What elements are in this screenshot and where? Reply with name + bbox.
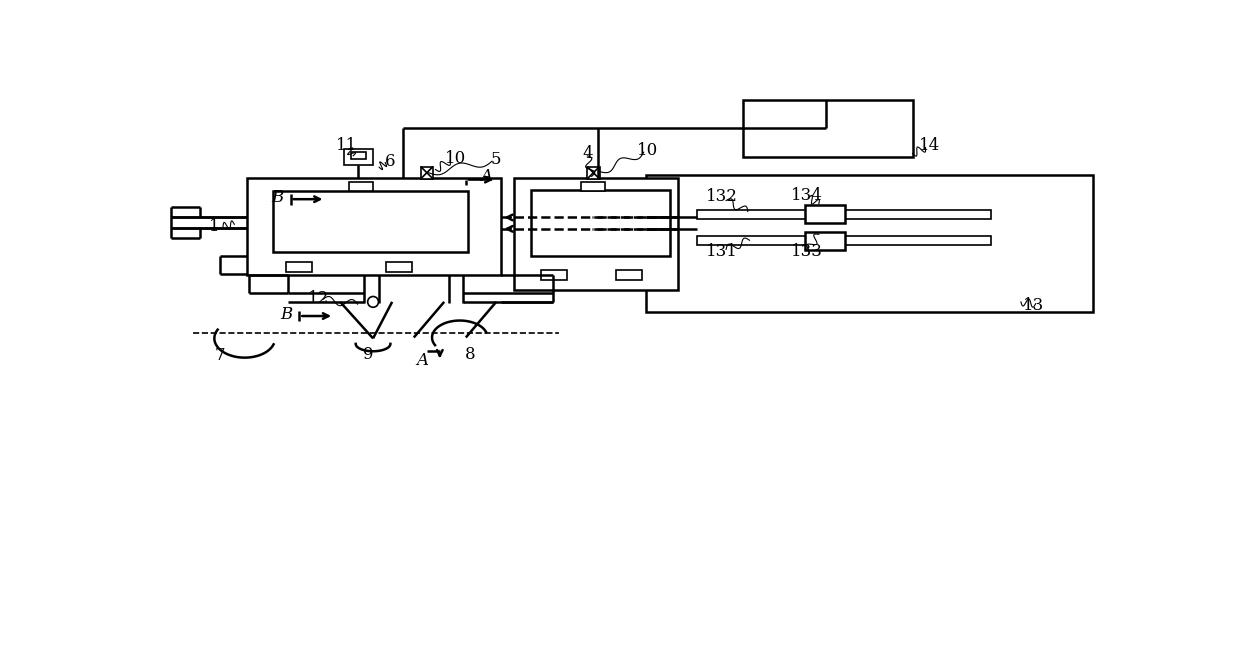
Bar bbox=[616, 270, 642, 280]
Bar bbox=[698, 235, 991, 245]
Bar bbox=[698, 210, 991, 219]
Text: 13: 13 bbox=[1023, 297, 1044, 314]
Text: 1: 1 bbox=[209, 218, 219, 235]
Bar bbox=[274, 192, 468, 252]
Text: 131: 131 bbox=[706, 243, 737, 260]
Bar bbox=[530, 190, 670, 256]
Text: 6: 6 bbox=[385, 153, 395, 170]
Text: 9: 9 bbox=[363, 346, 374, 363]
Bar bbox=[352, 152, 367, 160]
Bar bbox=[421, 166, 432, 179]
Bar bbox=[541, 270, 567, 280]
Bar bbox=[743, 100, 912, 156]
Text: 132: 132 bbox=[706, 188, 737, 205]
Text: 7: 7 bbox=[216, 348, 225, 364]
Bar bbox=[344, 149, 373, 165]
Text: 8: 8 bbox=[465, 346, 476, 363]
Text: B: B bbox=[280, 306, 292, 323]
Bar bbox=[587, 166, 600, 179]
Text: B: B bbox=[271, 189, 284, 206]
Text: A: A bbox=[479, 168, 492, 185]
Bar bbox=[581, 182, 606, 192]
Text: A: A bbox=[416, 352, 429, 369]
Bar bbox=[248, 178, 502, 275]
Bar bbox=[805, 231, 845, 250]
Bar bbox=[805, 205, 845, 224]
Text: 11: 11 bbox=[337, 138, 358, 155]
Bar bbox=[387, 261, 413, 272]
Text: 14: 14 bbox=[919, 138, 940, 155]
Text: 12: 12 bbox=[307, 289, 330, 306]
Text: 134: 134 bbox=[790, 187, 823, 204]
Text: 10: 10 bbox=[637, 142, 659, 159]
Text: 10: 10 bbox=[445, 149, 466, 167]
Text: 4: 4 bbox=[582, 145, 592, 162]
Bar bbox=[349, 182, 373, 192]
Text: 5: 5 bbox=[491, 151, 502, 168]
Bar bbox=[514, 178, 679, 291]
Text: 133: 133 bbox=[790, 243, 823, 260]
Bar bbox=[286, 261, 312, 272]
Bar bbox=[647, 175, 1093, 312]
